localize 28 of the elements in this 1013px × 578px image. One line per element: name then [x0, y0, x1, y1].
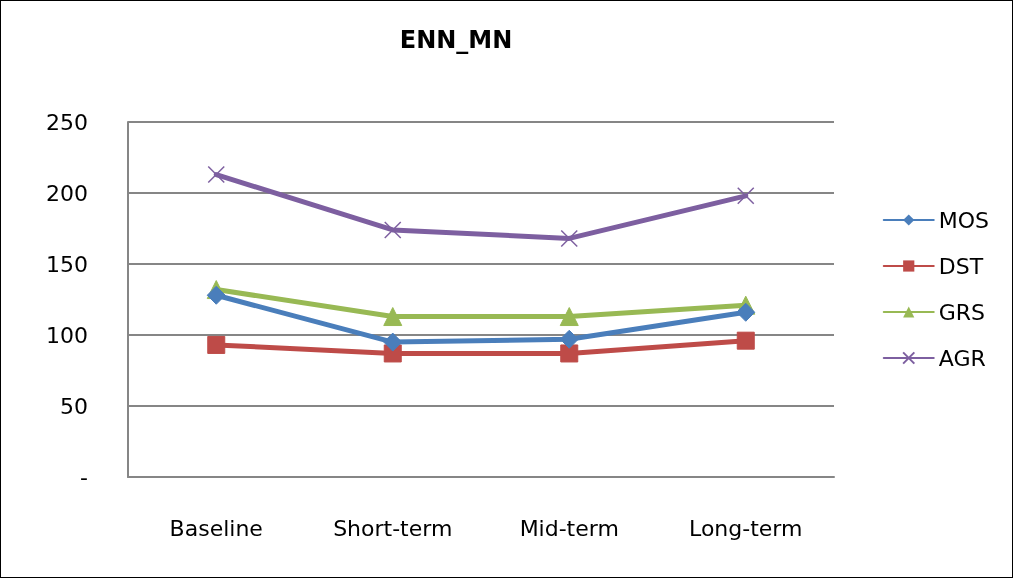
legend-label: GRS: [938, 299, 986, 325]
y-tick-label: 150: [46, 251, 88, 277]
point: [736, 302, 756, 322]
point: [737, 187, 755, 205]
point: [560, 344, 579, 363]
point: [384, 221, 402, 239]
y-tick-label: 200: [46, 180, 88, 206]
y-tick-label: 100: [46, 322, 88, 348]
x-tick-label: Short-term: [333, 515, 453, 541]
legend-label: MOS: [938, 207, 989, 233]
point: [207, 335, 226, 354]
point: [559, 329, 579, 349]
point: [207, 165, 225, 184]
legend-label: DST: [938, 253, 984, 279]
point: [559, 307, 579, 327]
x-tick-label: Mid-term: [519, 515, 619, 541]
chart-title: ENN_MN: [399, 26, 513, 54]
point: [560, 229, 578, 248]
legend-label: AGR: [938, 345, 986, 371]
y-tick-label: -: [80, 464, 88, 490]
point: [736, 331, 755, 350]
point: [383, 332, 403, 352]
point: [383, 307, 403, 327]
y-tick-label: 250: [46, 109, 88, 135]
x-tick-label: Baseline: [169, 515, 263, 541]
y-tick-label: 50: [60, 393, 88, 419]
point: [206, 285, 226, 305]
x-tick-label: Long-term: [689, 515, 803, 541]
